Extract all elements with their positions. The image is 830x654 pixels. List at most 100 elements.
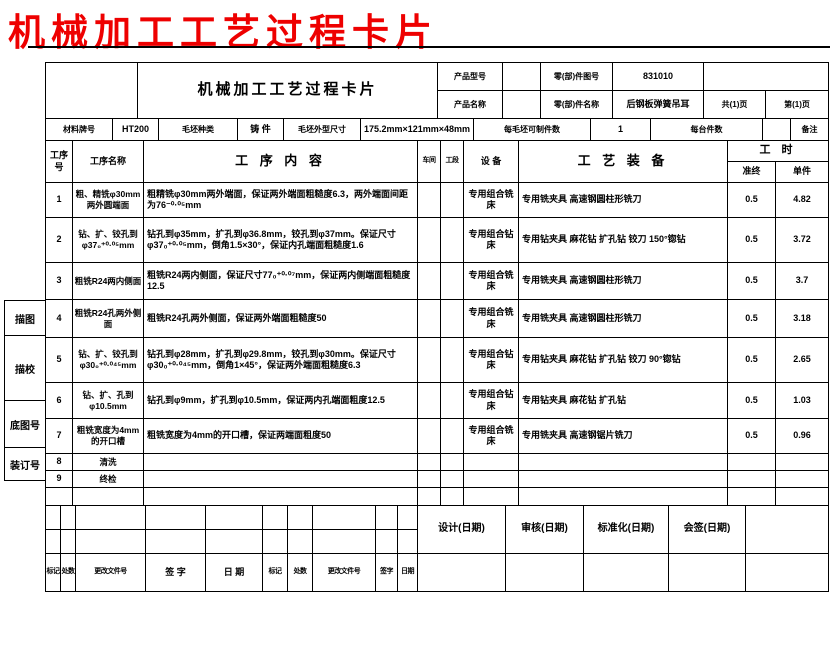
product-name-value — [503, 91, 541, 119]
op-setup-time: 0.5 — [728, 300, 776, 338]
part-drawing-no-value: 831010 — [613, 63, 704, 91]
blank-cell — [73, 488, 144, 506]
op-workshop — [418, 471, 441, 488]
op-content: 粗精铣φ30mm两外端面，保证两外端面粗糙度6.3，两外端面间距为76⁻⁰·⁰⁵… — [144, 183, 418, 218]
op-section — [441, 183, 464, 218]
op-equipment: 专用组合铣床 — [464, 263, 519, 300]
op-no: 4 — [46, 300, 73, 338]
blank-cell — [288, 530, 313, 554]
signature-section: 设计(日期) 审核(日期) 标准化(日期) 会签(日期) — [46, 506, 828, 554]
col-header-setup-time: 准终 — [728, 162, 776, 183]
op-equipment: 专用组合铣床 — [464, 419, 519, 454]
part-name-label: 零(部)件名称 — [541, 91, 613, 119]
blank-cell — [584, 554, 669, 591]
page-index: 第(1)页 — [766, 91, 828, 119]
op-row-5: 5 钻、扩、铰孔到φ30₀⁺⁰·⁰⁴⁵mm 钻孔到φ28mm，扩孔到φ29.8m… — [46, 338, 828, 383]
pages-total: 共(1)页 — [704, 91, 766, 119]
op-tooling — [519, 471, 728, 488]
blank-cell — [776, 488, 828, 506]
blank-cell — [418, 554, 506, 591]
op-row-9: 9 终检 — [46, 471, 828, 488]
product-model-value — [503, 63, 541, 91]
op-setup-time: 0.5 — [728, 383, 776, 419]
blank-cell — [746, 506, 828, 554]
op-setup-time: 0.5 — [728, 263, 776, 300]
op-unit-time — [776, 454, 828, 471]
blank-cell — [76, 506, 146, 530]
col-header-equipment: 设 备 — [464, 141, 519, 183]
op-equipment: 专用组合铣床 — [464, 300, 519, 338]
revision-doc-no-label: 更改文件号 — [76, 554, 146, 591]
col-header-op-name: 工序名称 — [73, 141, 144, 183]
op-unit-time: 3.18 — [776, 300, 828, 338]
remark-label: 备注 — [791, 119, 828, 141]
op-unit-time: 2.65 — [776, 338, 828, 383]
op-workshop — [418, 263, 441, 300]
sign-standardize-date: 标准化(日期) — [584, 506, 669, 554]
blank-cell — [61, 530, 76, 554]
revision-date-label: 日 期 — [206, 554, 263, 591]
per-unit-value — [763, 119, 791, 141]
blank-cell — [206, 506, 263, 530]
revision-mark-label: 标记 — [46, 554, 61, 591]
op-tooling: 专用钻夹具 麻花钻 扩孔钻 — [519, 383, 728, 419]
op-workshop — [418, 183, 441, 218]
op-setup-time: 0.5 — [728, 218, 776, 263]
blank-cell — [704, 63, 828, 91]
op-content: 钻孔到φ28mm，扩孔到φ29.8mm，铰孔到φ30mm。保证尺寸φ30₀⁺⁰·… — [144, 338, 418, 383]
op-unit-time — [776, 471, 828, 488]
blank-type-value: 铸 件 — [238, 119, 284, 141]
op-setup-time: 0.5 — [728, 183, 776, 218]
revision-count-label: 处数 — [61, 554, 76, 591]
op-no: 6 — [46, 383, 73, 419]
margin-label-trace-check: 描校 — [4, 335, 46, 401]
blank-size-label: 毛坯外型尺寸 — [284, 119, 361, 141]
op-no: 5 — [46, 338, 73, 383]
op-content — [144, 454, 418, 471]
blank-cell — [76, 530, 146, 554]
material-value: HT200 — [113, 119, 159, 141]
sign-design-date: 设计(日期) — [418, 506, 506, 554]
blank-size-value: 175.2mm×121mm×48mm — [361, 119, 474, 141]
part-name-value: 后钢板弹簧吊耳 — [613, 91, 704, 119]
sign-review-date: 审核(日期) — [506, 506, 584, 554]
op-row-2: 2 钻、扩、铰孔到φ37₀⁺⁰·⁰⁵mm 钻孔到φ35mm，扩孔到φ36.8mm… — [46, 218, 828, 263]
product-name-label: 产品名称 — [438, 91, 503, 119]
op-name: 钻、扩、铰孔到φ37₀⁺⁰·⁰⁵mm — [73, 218, 144, 263]
blank-cell — [519, 488, 728, 506]
op-equipment: 专用组合钻床 — [464, 338, 519, 383]
op-unit-time: 4.82 — [776, 183, 828, 218]
op-no: 9 — [46, 471, 73, 488]
blank-type-label: 毛坯种类 — [159, 119, 238, 141]
op-row-3: 3 粗铣R24两内侧面 粗铣R24两内侧面，保证尺寸77₀⁺⁰·⁰⁷mm，保证两… — [46, 263, 828, 300]
blank-cell — [398, 506, 418, 530]
op-name: 钻、扩、孔到φ10.5mm — [73, 383, 144, 419]
card-title: 机械加工工艺过程卡片 — [138, 63, 438, 119]
op-tooling: 专用钻夹具 麻花钻 扩孔钻 铰刀 90°锪钻 — [519, 338, 728, 383]
op-name: 终检 — [73, 471, 144, 488]
revision-date-label: 日期 — [398, 554, 418, 591]
blank-cell — [669, 554, 746, 591]
op-section — [441, 471, 464, 488]
op-no: 7 — [46, 419, 73, 454]
blank-cell — [313, 530, 376, 554]
col-header-hours: 工 时 — [728, 141, 828, 162]
revision-signature-label: 签 字 — [146, 554, 206, 591]
op-row-7: 7 粗铣宽度为4mm的开口槽 粗铣宽度为4mm的开口槽，保证两端面粗度50 专用… — [46, 419, 828, 454]
op-name: 粗、精铣φ30mm两外圆端面 — [73, 183, 144, 218]
op-content: 粗铣宽度为4mm的开口槽，保证两端面粗度50 — [144, 419, 418, 454]
blank-cell — [728, 488, 776, 506]
blank-cell — [376, 506, 398, 530]
revision-row: 标记 处数 更改文件号 签 字 日 期 标记 处数 更改文件号 签字 日期 — [46, 554, 828, 591]
op-equipment: 专用组合铣床 — [464, 183, 519, 218]
revision-count-label: 处数 — [288, 554, 313, 591]
blank-cell — [61, 506, 76, 530]
blank-cell — [464, 488, 519, 506]
op-setup-time — [728, 454, 776, 471]
op-section — [441, 263, 464, 300]
op-name: 粗铣宽度为4mm的开口槽 — [73, 419, 144, 454]
col-header-op-content: 工 序 内 容 — [144, 141, 418, 183]
product-model-label: 产品型号 — [438, 63, 503, 91]
process-card-table: 机械加工工艺过程卡片 产品型号 零(部)件图号 831010 产品名称 零(部)… — [45, 62, 829, 592]
op-tooling: 专用铣夹具 高速钢锯片铣刀 — [519, 419, 728, 454]
